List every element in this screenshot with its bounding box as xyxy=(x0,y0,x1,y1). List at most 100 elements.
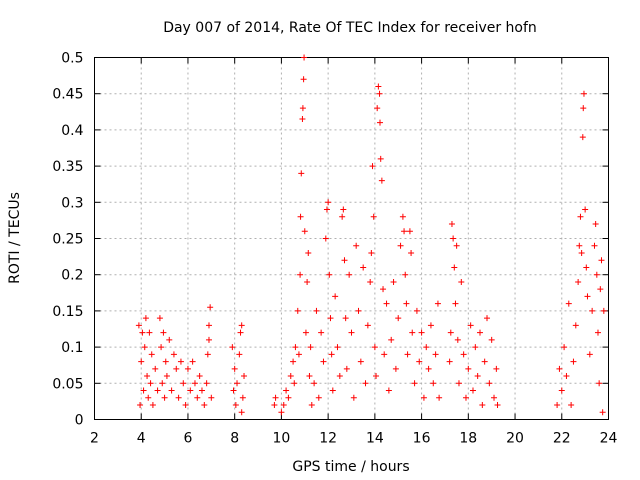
data-point xyxy=(479,402,486,409)
data-point xyxy=(232,402,239,409)
y-tick-label: 0.4 xyxy=(61,123,83,139)
data-point xyxy=(477,329,483,336)
x-tick-label: 22 xyxy=(553,431,571,447)
data-point xyxy=(342,315,349,322)
data-point xyxy=(599,409,606,416)
data-point xyxy=(142,315,149,322)
data-point xyxy=(307,344,314,351)
data-point xyxy=(304,278,311,285)
data-point xyxy=(357,358,364,365)
data-point xyxy=(308,402,315,409)
data-point xyxy=(448,221,455,228)
data-point xyxy=(285,394,292,401)
data-point xyxy=(411,380,418,387)
y-tick-label: 0.5 xyxy=(61,51,83,67)
data-point xyxy=(297,271,304,278)
data-point xyxy=(175,394,182,401)
data-point xyxy=(158,344,165,351)
data-point xyxy=(406,228,413,235)
data-point xyxy=(430,380,437,387)
data-point xyxy=(469,387,476,394)
data-point xyxy=(600,307,607,314)
data-point xyxy=(298,170,305,177)
data-point xyxy=(580,90,587,97)
data-point xyxy=(589,307,596,314)
data-point xyxy=(401,228,408,235)
data-point xyxy=(334,344,341,351)
data-point xyxy=(467,322,474,329)
data-point xyxy=(425,365,432,372)
data-point xyxy=(156,315,163,322)
data-point xyxy=(149,402,156,409)
data-point xyxy=(436,394,443,401)
data-point xyxy=(403,300,410,307)
data-point xyxy=(291,380,298,387)
data-point xyxy=(152,365,159,372)
data-point xyxy=(350,394,357,401)
data-point xyxy=(203,380,210,387)
data-point xyxy=(182,402,189,409)
data-point xyxy=(234,380,241,387)
data-point xyxy=(404,351,411,358)
data-point xyxy=(367,278,374,285)
data-point xyxy=(177,358,184,365)
y-tick-label: 0 xyxy=(75,413,84,429)
data-point xyxy=(241,373,248,380)
data-point xyxy=(201,402,208,409)
data-point xyxy=(160,329,167,336)
data-point xyxy=(140,387,147,394)
data-point xyxy=(399,213,406,220)
data-point xyxy=(486,380,493,387)
data-point xyxy=(593,271,600,278)
x-tick-label: 4 xyxy=(137,431,146,447)
data-point xyxy=(408,249,415,256)
data-point xyxy=(297,213,304,220)
data-point xyxy=(395,315,402,322)
data-point xyxy=(328,351,335,358)
x-tick-label: 24 xyxy=(600,431,618,447)
data-point xyxy=(341,257,348,264)
data-point xyxy=(326,271,333,278)
data-point xyxy=(205,336,212,343)
data-point xyxy=(591,242,598,249)
data-point xyxy=(280,402,287,409)
data-point xyxy=(332,293,339,300)
x-tick-label: 12 xyxy=(319,431,337,447)
data-point xyxy=(381,351,388,358)
data-point xyxy=(141,344,148,351)
data-point xyxy=(168,387,175,394)
x-axis-label: GPS time / hours xyxy=(292,459,409,475)
data-point xyxy=(196,373,203,380)
data-point xyxy=(565,300,572,307)
data-point xyxy=(402,271,409,278)
data-point xyxy=(561,344,568,351)
data-point xyxy=(453,242,460,249)
data-point xyxy=(238,409,245,416)
data-point xyxy=(458,278,465,285)
x-tick-label: 8 xyxy=(230,431,239,447)
data-point xyxy=(318,329,325,336)
y-tick-label: 0.15 xyxy=(52,304,83,320)
data-point xyxy=(170,351,177,358)
data-point xyxy=(287,373,294,380)
data-point xyxy=(377,119,384,126)
data-point xyxy=(572,322,579,329)
data-point xyxy=(465,365,472,372)
data-point xyxy=(189,358,196,365)
data-point xyxy=(409,329,416,336)
data-point xyxy=(360,264,367,271)
data-point xyxy=(315,394,322,401)
data-point xyxy=(161,394,168,401)
data-point xyxy=(362,380,369,387)
x-tick-label: 6 xyxy=(183,431,192,447)
data-point xyxy=(460,351,467,358)
data-point xyxy=(418,329,425,336)
data-point xyxy=(353,242,360,249)
data-point xyxy=(144,373,151,380)
data-points xyxy=(135,54,607,416)
data-point xyxy=(320,358,327,365)
data-point xyxy=(413,307,420,314)
data-point xyxy=(380,286,387,293)
data-point xyxy=(238,322,245,329)
data-point xyxy=(376,90,383,97)
